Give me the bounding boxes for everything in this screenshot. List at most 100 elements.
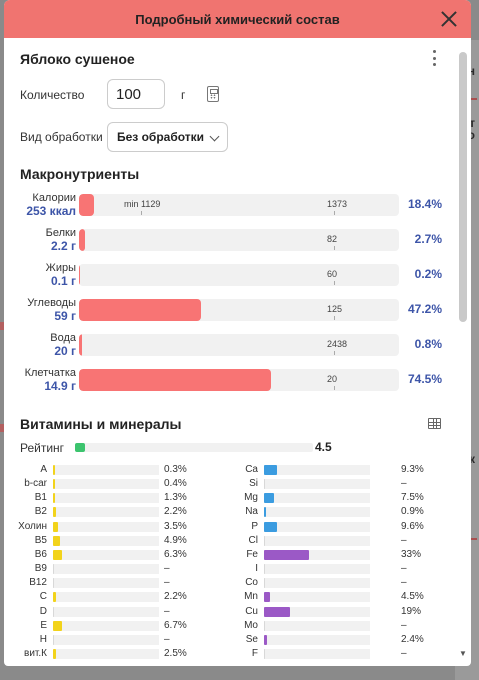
nutrient-bar-fill — [264, 592, 271, 603]
nutrient-percent: – — [401, 478, 407, 490]
macro-daily-norm: 125 — [327, 304, 343, 314]
nutrient-bar — [264, 507, 370, 518]
macro-name: Вода — [50, 332, 76, 344]
nutrient-row: Co – — [4, 577, 471, 590]
nutrient-percent: – — [164, 563, 170, 575]
nutrient-percent: 6.3% — [164, 548, 187, 560]
nutrient-percent: – — [164, 577, 170, 589]
macro-percent: 0.8% — [414, 337, 442, 351]
nutrient-row: B2 2.2% — [4, 506, 471, 519]
nutrient-bar-fill — [53, 620, 63, 631]
processing-label: Вид обработки — [20, 130, 103, 144]
nutrient-percent: 2.4% — [401, 633, 424, 645]
nutrient-row: Se 2.4% — [4, 634, 471, 647]
nutrient-percent: 7.5% — [401, 492, 424, 504]
nutrient-bar — [53, 634, 159, 645]
nutrient-percent: 3.5% — [164, 520, 187, 532]
background-mark — [0, 424, 4, 432]
nutrient-bar — [53, 620, 159, 631]
nutrient-row: Na 0.9% — [4, 506, 471, 519]
nutrient-bar-fill — [264, 535, 265, 546]
macro-bar: 82 — [79, 229, 399, 251]
nutrient-bar — [264, 479, 370, 490]
nutrient-percent: 9.3% — [401, 464, 424, 475]
macro-amount: 14.9 г — [44, 379, 76, 393]
nutrient-name: B6 — [34, 548, 47, 560]
nutrient-percent: 1.3% — [164, 492, 187, 504]
nutrient-percent: 2.2% — [164, 591, 187, 603]
nutrient-row: B12 – — [4, 577, 471, 590]
nutrient-name: B12 — [29, 577, 47, 589]
nutrient-percent: – — [164, 633, 170, 645]
nutrient-bar-fill — [264, 493, 275, 504]
nutrient-row: A 0.3% — [4, 464, 471, 477]
nutrient-bar-fill — [53, 592, 56, 603]
close-icon[interactable] — [439, 9, 459, 29]
nutrient-bar — [264, 606, 370, 617]
nutrient-percent: 9.6% — [401, 520, 424, 532]
nutrient-name: Na — [245, 506, 258, 518]
nutrient-row: вит.К 2.5% — [4, 648, 471, 661]
macro-bar-fill — [79, 334, 82, 356]
nutrient-name: Mg — [244, 492, 258, 504]
macro-norm-tick — [334, 246, 335, 250]
macro-amount: 253 ккал — [26, 204, 76, 218]
table-view-icon[interactable] — [428, 418, 441, 429]
macro-norm-tick — [334, 211, 335, 215]
nutrient-name: Si — [249, 478, 258, 490]
processing-select-value: Без обработки — [117, 130, 205, 144]
nutrient-bar-fill — [264, 634, 268, 645]
nutrient-percent: – — [401, 563, 407, 575]
nutrient-name: D — [39, 605, 47, 617]
nutrient-percent: 6.7% — [164, 619, 187, 631]
nutrient-row: Mg 7.5% — [4, 492, 471, 505]
nutrient-name: Mo — [244, 619, 258, 631]
macro-percent: 0.2% — [414, 267, 442, 281]
quantity-input[interactable] — [107, 79, 165, 109]
background-text: т — [469, 116, 475, 130]
nutrient-name: Se — [245, 633, 258, 645]
nutrient-bar — [53, 479, 159, 490]
quantity-label: Количество — [20, 88, 85, 102]
nutrient-name: Fe — [246, 548, 258, 560]
macro-daily-norm: 82 — [327, 234, 338, 244]
macros-section-title: Макронутриенты — [20, 166, 140, 182]
macro-row: Вода 20 г 2438 0.8% — [4, 332, 471, 358]
nutrient-bar — [53, 578, 159, 589]
scrollbar-thumb[interactable] — [459, 52, 467, 322]
nutrient-bar — [264, 634, 370, 645]
nutrient-name: B5 — [34, 534, 47, 546]
nutrient-percent: – — [401, 534, 407, 546]
macro-bar-fill — [79, 264, 80, 286]
macro-bar: 125 — [79, 299, 399, 321]
nutrient-bar — [53, 549, 159, 560]
nutrient-row: B5 4.9% — [4, 535, 471, 548]
scroll-down-arrow-icon[interactable]: ▼ — [459, 649, 467, 658]
nutrient-bar-fill — [53, 549, 62, 560]
nutrient-name: C — [39, 591, 47, 603]
processing-select[interactable]: Без обработки — [107, 122, 228, 152]
modal-scrollbar[interactable]: ▼ — [459, 48, 467, 658]
macro-row: Жиры 0.1 г 60 0.2% — [4, 262, 471, 288]
nutrient-name: P — [251, 520, 258, 532]
macro-amount: 20 г — [54, 344, 76, 358]
macro-percent: 74.5% — [407, 372, 442, 386]
nutrient-name: B9 — [34, 563, 47, 575]
nutrient-name: I — [255, 563, 258, 575]
nutrient-bar — [264, 493, 370, 504]
nutrient-bar-fill — [53, 606, 54, 617]
background-mark — [0, 322, 4, 330]
calculator-icon[interactable] — [207, 86, 219, 102]
macro-bar-fill — [79, 194, 95, 216]
nutrient-bar-fill — [264, 648, 265, 659]
macro-row: Клетчатка 14.9 г 20 74.5% — [4, 367, 471, 393]
macro-bar-fill — [79, 369, 271, 391]
macro-daily-norm: 2438 — [327, 339, 348, 349]
nutrient-percent: 33% — [401, 548, 422, 560]
macro-amount: 0.1 г — [50, 274, 76, 288]
nutrient-bar-fill — [264, 564, 265, 575]
more-options-icon[interactable] — [430, 50, 438, 66]
nutrient-bar — [264, 648, 370, 659]
macro-min-norm: min 1129 — [124, 199, 161, 209]
macro-row: Белки 2.2 г 82 2.7% — [4, 227, 471, 253]
